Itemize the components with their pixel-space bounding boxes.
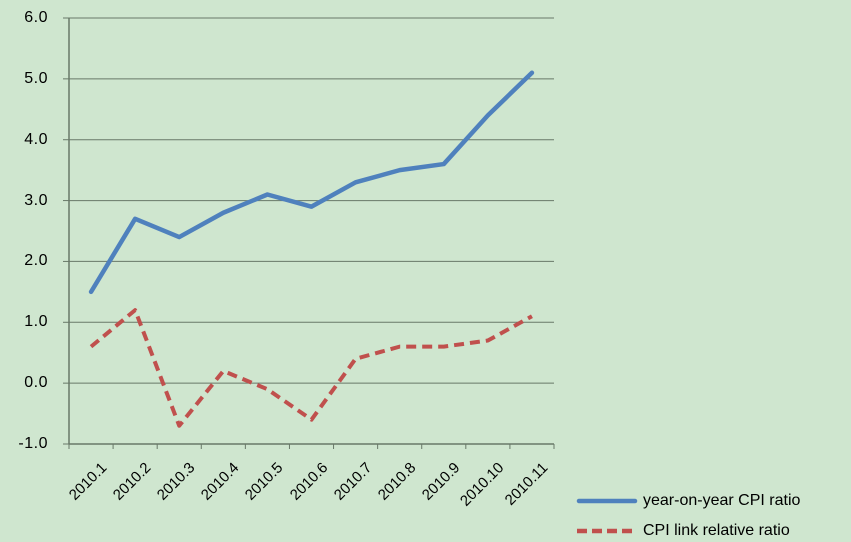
solid-line-swatch-icon: [576, 498, 638, 504]
y-axis-label: 1.0: [24, 313, 48, 331]
y-axis-label: 0.0: [24, 374, 48, 392]
y-axis-label: 6.0: [24, 9, 48, 26]
y-axis-label: 4.0: [24, 130, 48, 148]
y-axis-label: 3.0: [24, 191, 48, 209]
legend-label-cpi-link: CPI link relative ratio: [643, 522, 790, 539]
series-line-0: [88, 70, 535, 295]
legend-item-year-on-year-cpi-ratio: year-on-year CPI ratio: [576, 486, 800, 516]
series-line-1: [89, 308, 533, 428]
y-axis-label: -1.0: [18, 435, 48, 452]
dashed-line-swatch-icon: [577, 528, 637, 534]
legend-item-cpi-link-relative-ratio: CPI link relative ratio: [576, 516, 800, 542]
legend: year-on-year CPI ratio CPI link relative…: [576, 486, 800, 542]
y-axis-label: 2.0: [24, 252, 48, 270]
legend-label-year-on-year: year-on-year CPI ratio: [643, 492, 801, 509]
y-axis-label: 5.0: [24, 69, 48, 87]
